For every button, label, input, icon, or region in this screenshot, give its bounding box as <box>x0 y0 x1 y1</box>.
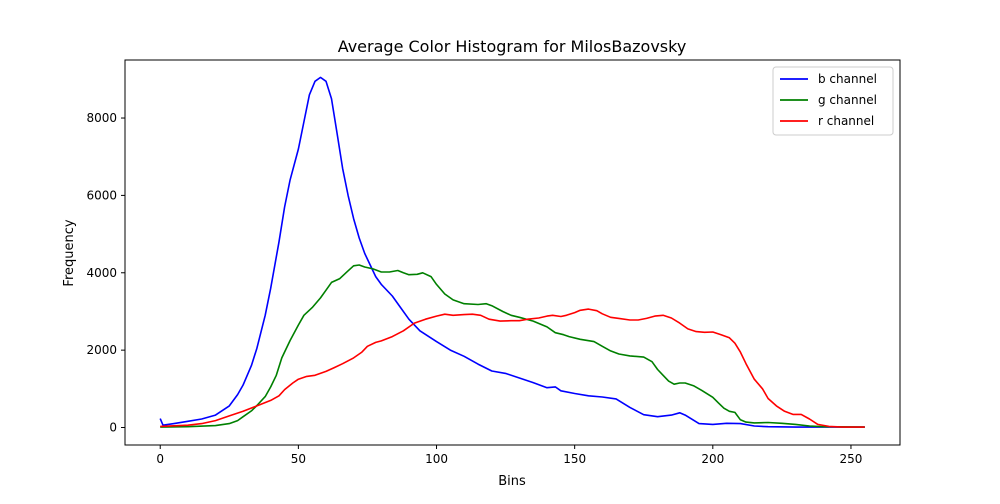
x-tick-label: 250 <box>840 452 863 466</box>
plot-area <box>159 76 865 428</box>
y-tick-label: 4000 <box>86 266 117 280</box>
x-tick-label: 50 <box>291 452 306 466</box>
y-tick-label: 6000 <box>86 188 117 202</box>
y-tick-label: 2000 <box>86 343 117 357</box>
chart-title: Average Color Histogram for MilosBazovsk… <box>338 37 687 56</box>
legend-label: g channel <box>818 93 877 107</box>
x-tick-label: 150 <box>563 452 586 466</box>
plot-frame <box>124 59 901 446</box>
legend-label: b channel <box>818 72 877 86</box>
series-line-b <box>159 76 865 428</box>
y-axis-label: Frequency <box>62 219 77 286</box>
x-axis-ticks: 0 50 100 150 200 250 <box>156 445 862 466</box>
x-tick-label: 100 <box>425 452 448 466</box>
series-line-r <box>160 308 865 428</box>
legend-box <box>772 66 894 136</box>
y-axis-ticks: 0 2000 4000 6000 8000 <box>86 111 125 435</box>
x-tick-label: 0 <box>156 452 164 466</box>
y-tick-label: 8000 <box>86 111 117 125</box>
x-tick-label: 200 <box>701 452 724 466</box>
legend: b channel g channel r channel <box>772 66 894 136</box>
y-tick-label: 0 <box>109 421 117 435</box>
legend-label: r channel <box>818 114 874 128</box>
series-line-g <box>160 264 865 428</box>
x-axis-label: Bins <box>498 474 526 489</box>
